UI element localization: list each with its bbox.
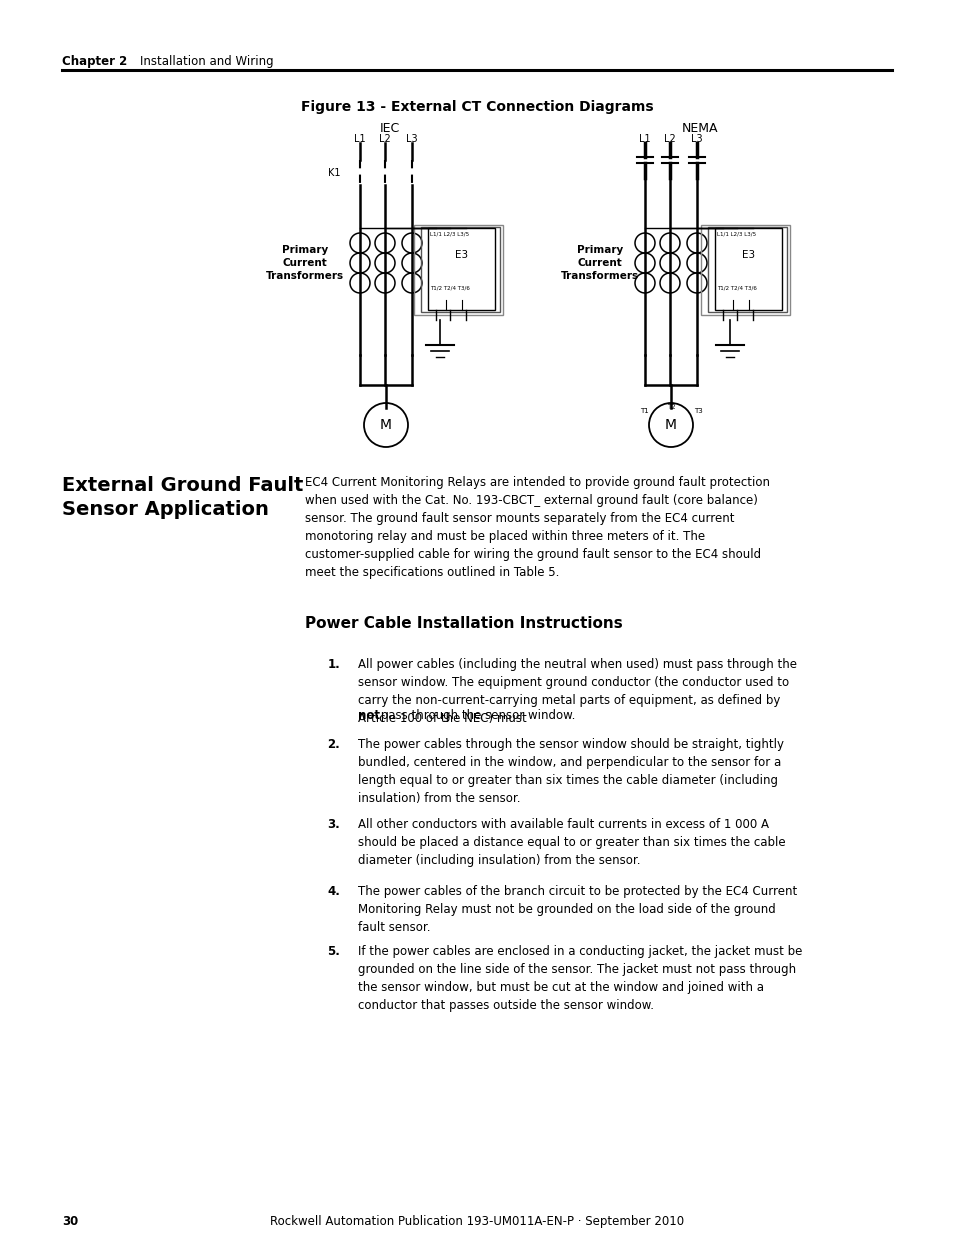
Text: K1: K1 xyxy=(328,168,340,178)
Text: E3: E3 xyxy=(741,249,754,261)
Text: 5.: 5. xyxy=(327,945,339,958)
Bar xyxy=(420,227,499,312)
Text: IEC: IEC xyxy=(379,122,399,135)
Text: NEMA: NEMA xyxy=(681,122,718,135)
Text: L3: L3 xyxy=(691,135,702,144)
Bar xyxy=(428,228,495,310)
Text: L2: L2 xyxy=(378,135,391,144)
Text: L2: L2 xyxy=(663,135,675,144)
Text: Sensor Application: Sensor Application xyxy=(62,500,269,519)
Text: M: M xyxy=(379,417,392,432)
Text: Primary
Current
Transformers: Primary Current Transformers xyxy=(266,245,344,282)
Text: 1.: 1. xyxy=(327,658,339,671)
Text: 2.: 2. xyxy=(327,739,339,751)
Text: Installation and Wiring: Installation and Wiring xyxy=(140,56,274,68)
Text: Figure 13 - External CT Connection Diagrams: Figure 13 - External CT Connection Diagr… xyxy=(300,100,653,114)
Text: Power Cable Installation Instructions: Power Cable Installation Instructions xyxy=(305,616,622,631)
Text: Chapter 2: Chapter 2 xyxy=(62,56,127,68)
Text: External Ground Fault: External Ground Fault xyxy=(62,475,303,495)
Text: T3: T3 xyxy=(693,408,701,414)
Text: All power cables (including the neutral when used) must pass through the
sensor : All power cables (including the neutral … xyxy=(357,658,796,725)
Text: If the power cables are enclosed in a conducting jacket, the jacket must be
grou: If the power cables are enclosed in a co… xyxy=(357,945,801,1011)
Text: T1/2 T2/4 T3/6: T1/2 T2/4 T3/6 xyxy=(430,287,470,291)
Text: All other conductors with available fault currents in excess of 1 000 A
should b: All other conductors with available faul… xyxy=(357,818,785,867)
Text: 30: 30 xyxy=(62,1215,78,1228)
Text: Primary
Current
Transformers: Primary Current Transformers xyxy=(560,245,639,282)
Text: The power cables through the sensor window should be straight, tightly
bundled, : The power cables through the sensor wind… xyxy=(357,739,783,805)
Text: not: not xyxy=(357,709,379,722)
Bar xyxy=(707,227,786,312)
Text: pass through the sensor window.: pass through the sensor window. xyxy=(376,709,575,722)
Text: 3.: 3. xyxy=(327,818,339,831)
Text: L1: L1 xyxy=(354,135,365,144)
Text: The power cables of the branch circuit to be protected by the EC4 Current
Monito: The power cables of the branch circuit t… xyxy=(357,885,797,934)
Text: T1: T1 xyxy=(639,408,648,414)
Bar xyxy=(700,225,789,315)
Text: 4.: 4. xyxy=(327,885,339,898)
Text: Rockwell Automation Publication 193-UM011A-EN-P · September 2010: Rockwell Automation Publication 193-UM01… xyxy=(270,1215,683,1228)
Bar xyxy=(414,225,502,315)
Text: L1/1 L2/3 L3/5: L1/1 L2/3 L3/5 xyxy=(717,232,756,237)
Text: L1: L1 xyxy=(639,135,650,144)
Bar xyxy=(714,228,781,310)
Text: T1/2 T2/4 T3/6: T1/2 T2/4 T3/6 xyxy=(717,287,756,291)
Text: T2: T2 xyxy=(666,404,675,410)
Text: E3: E3 xyxy=(455,249,468,261)
Text: EC4 Current Monitoring Relays are intended to provide ground fault protection
wh: EC4 Current Monitoring Relays are intend… xyxy=(305,475,769,579)
Text: L3: L3 xyxy=(406,135,417,144)
Text: M: M xyxy=(664,417,677,432)
Text: L1/1 L2/3 L3/5: L1/1 L2/3 L3/5 xyxy=(430,232,469,237)
